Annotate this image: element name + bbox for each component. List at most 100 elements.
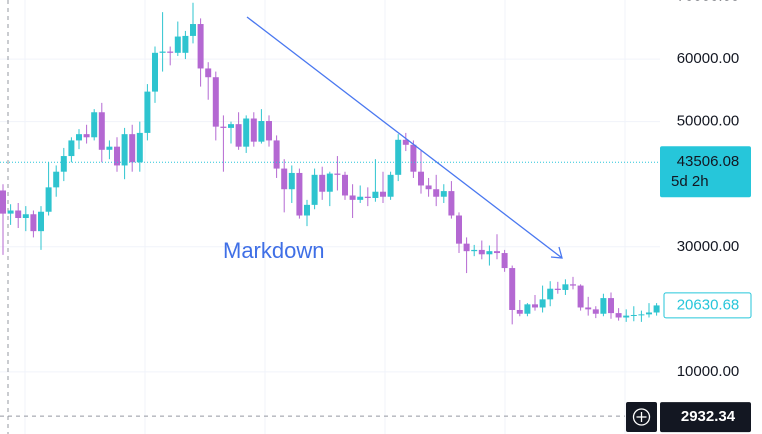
candle-body [448,191,455,216]
candle-body [547,288,554,300]
price-axis: 70000.00 60000.00 50000.00 30000.00 10000.00… [660,0,752,433]
candle-body [144,91,151,133]
candle-body [243,118,250,147]
candle-body [425,185,432,190]
candle-body [562,284,569,290]
candle-body [174,36,181,53]
candle-body [159,51,166,53]
candle-body [266,121,272,141]
last-price-box [663,292,752,319]
y-tick-label: 10000.00 [677,363,740,380]
candle-body [281,168,288,190]
candle-body [509,268,516,310]
y-tick-label: 60000.00 [677,50,740,67]
candle-body [342,174,348,196]
candle-body [395,139,402,175]
candle-body [76,134,82,141]
candle-body [121,134,128,166]
candle-body [197,24,204,69]
candle-body [91,112,98,138]
candle-body [326,173,333,192]
last-price-label: 20630.68 [677,296,740,313]
candle-body [608,298,614,314]
plus-icon [632,408,651,426]
candle-body [22,214,29,219]
candle-body [296,172,303,216]
candle-body [304,204,310,216]
candle-body [623,315,630,318]
candle-body [235,124,242,147]
candle-body [228,124,234,128]
candle-body [501,253,508,269]
candle-body [456,215,462,244]
price-line-box [660,146,751,198]
candle-body [205,68,212,78]
candle-body [653,305,660,313]
y-tick-label: 30000.00 [677,238,740,255]
candle-body [114,146,120,166]
candle-body [250,118,257,142]
candle-body [539,299,546,308]
candle-body [167,51,174,53]
arrow-line [246,16,563,259]
candle-body [646,312,652,315]
candle-body [524,304,531,314]
candle-body [570,284,576,286]
candle-body [630,314,637,316]
candle-body [516,309,523,314]
crosshair-button[interactable] [626,402,657,432]
candle-body [60,156,67,172]
candle-body [83,134,90,138]
candle-body [600,298,607,314]
candle-body [402,139,409,145]
candle-body [220,126,227,128]
candle-body [258,121,265,142]
candle-body [471,249,478,252]
candle-body [372,191,379,198]
candle-body [364,196,371,198]
annotation: Markdown [223,238,324,263]
price-line-label: 43506.08 [677,153,740,170]
candle-body [15,210,22,219]
y-tick-label: 70000.00 [677,0,740,4]
candle-body [440,191,447,197]
candles [0,2,660,325]
candle-body [152,52,158,92]
candle-body [30,214,37,232]
candle-body [136,132,143,163]
grid [0,58,660,373]
candle-body [554,288,561,290]
candle-body [592,309,599,314]
crosshair-label: 2932.34 [681,408,736,425]
candle-body [532,304,538,308]
candle-body [638,314,645,316]
candle-body [190,24,196,36]
candle-body [494,251,500,254]
arrow-head [550,246,563,259]
y-tick-label: 50000.00 [677,113,740,130]
candle-body [334,173,341,175]
candle-body [45,187,52,212]
candle-body [357,196,364,200]
candle-body [68,140,75,157]
candle-body [38,211,44,232]
candle-body [615,313,622,318]
candle-body [319,174,326,192]
candle-body [273,140,280,169]
candle-body [129,134,136,163]
candle-body [288,172,295,190]
candle-body [98,112,105,150]
trend-arrow [246,16,563,259]
candle-body [212,77,219,127]
candle-body [53,171,60,188]
candle-body [418,171,424,186]
candle-body [433,189,440,197]
candle-body [311,174,318,205]
candle-body [7,210,14,214]
candle-body [380,191,386,197]
candle-body [585,307,592,310]
candle-body [478,249,485,255]
candle-body [0,190,6,214]
vertical-grid [24,0,626,434]
